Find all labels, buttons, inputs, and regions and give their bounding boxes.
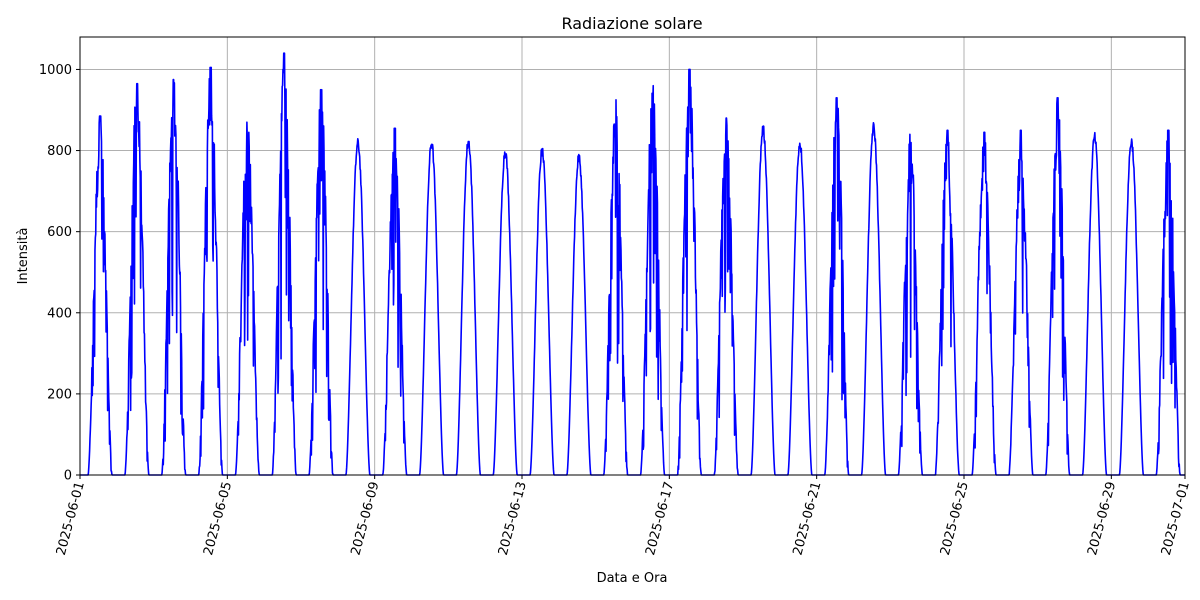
y-tick-label: 800 bbox=[47, 144, 72, 159]
series-line bbox=[79, 52, 1186, 476]
chart-title: Radiazione solare bbox=[561, 14, 702, 33]
x-tick-label: 2025-07-01 bbox=[1159, 480, 1193, 557]
y-axis-label: Intensità bbox=[16, 228, 31, 285]
series-line-group bbox=[79, 52, 1186, 476]
x-tick-label: 2025-06-21 bbox=[790, 480, 824, 557]
x-tick-label: 2025-06-09 bbox=[348, 480, 382, 557]
y-tick-label: 1000 bbox=[39, 63, 72, 78]
x-tick-label: 2025-06-17 bbox=[643, 480, 677, 557]
y-tick-label: 200 bbox=[47, 387, 72, 402]
x-axis-label: Data e Ora bbox=[597, 571, 668, 586]
grid-lines bbox=[79, 37, 1186, 476]
x-tick-label: 2025-06-29 bbox=[1085, 480, 1119, 557]
y-tick-label: 600 bbox=[47, 225, 72, 240]
x-tick-label: 2025-06-05 bbox=[201, 480, 235, 557]
x-axis-ticks: 2025-06-01 2025-06-05 2025-06-09 2025-06-13… bbox=[54, 475, 1193, 557]
x-tick-label: 2025-06-13 bbox=[496, 480, 530, 557]
y-tick-label: 400 bbox=[47, 306, 72, 321]
y-axis-ticks: 0 200 400 600 800 1000 bbox=[39, 63, 80, 484]
plot-frame bbox=[79, 36, 1186, 476]
x-tick-label: 2025-06-01 bbox=[54, 480, 88, 557]
y-tick-label: 0 bbox=[64, 469, 72, 484]
x-tick-label: 2025-06-25 bbox=[938, 480, 972, 557]
